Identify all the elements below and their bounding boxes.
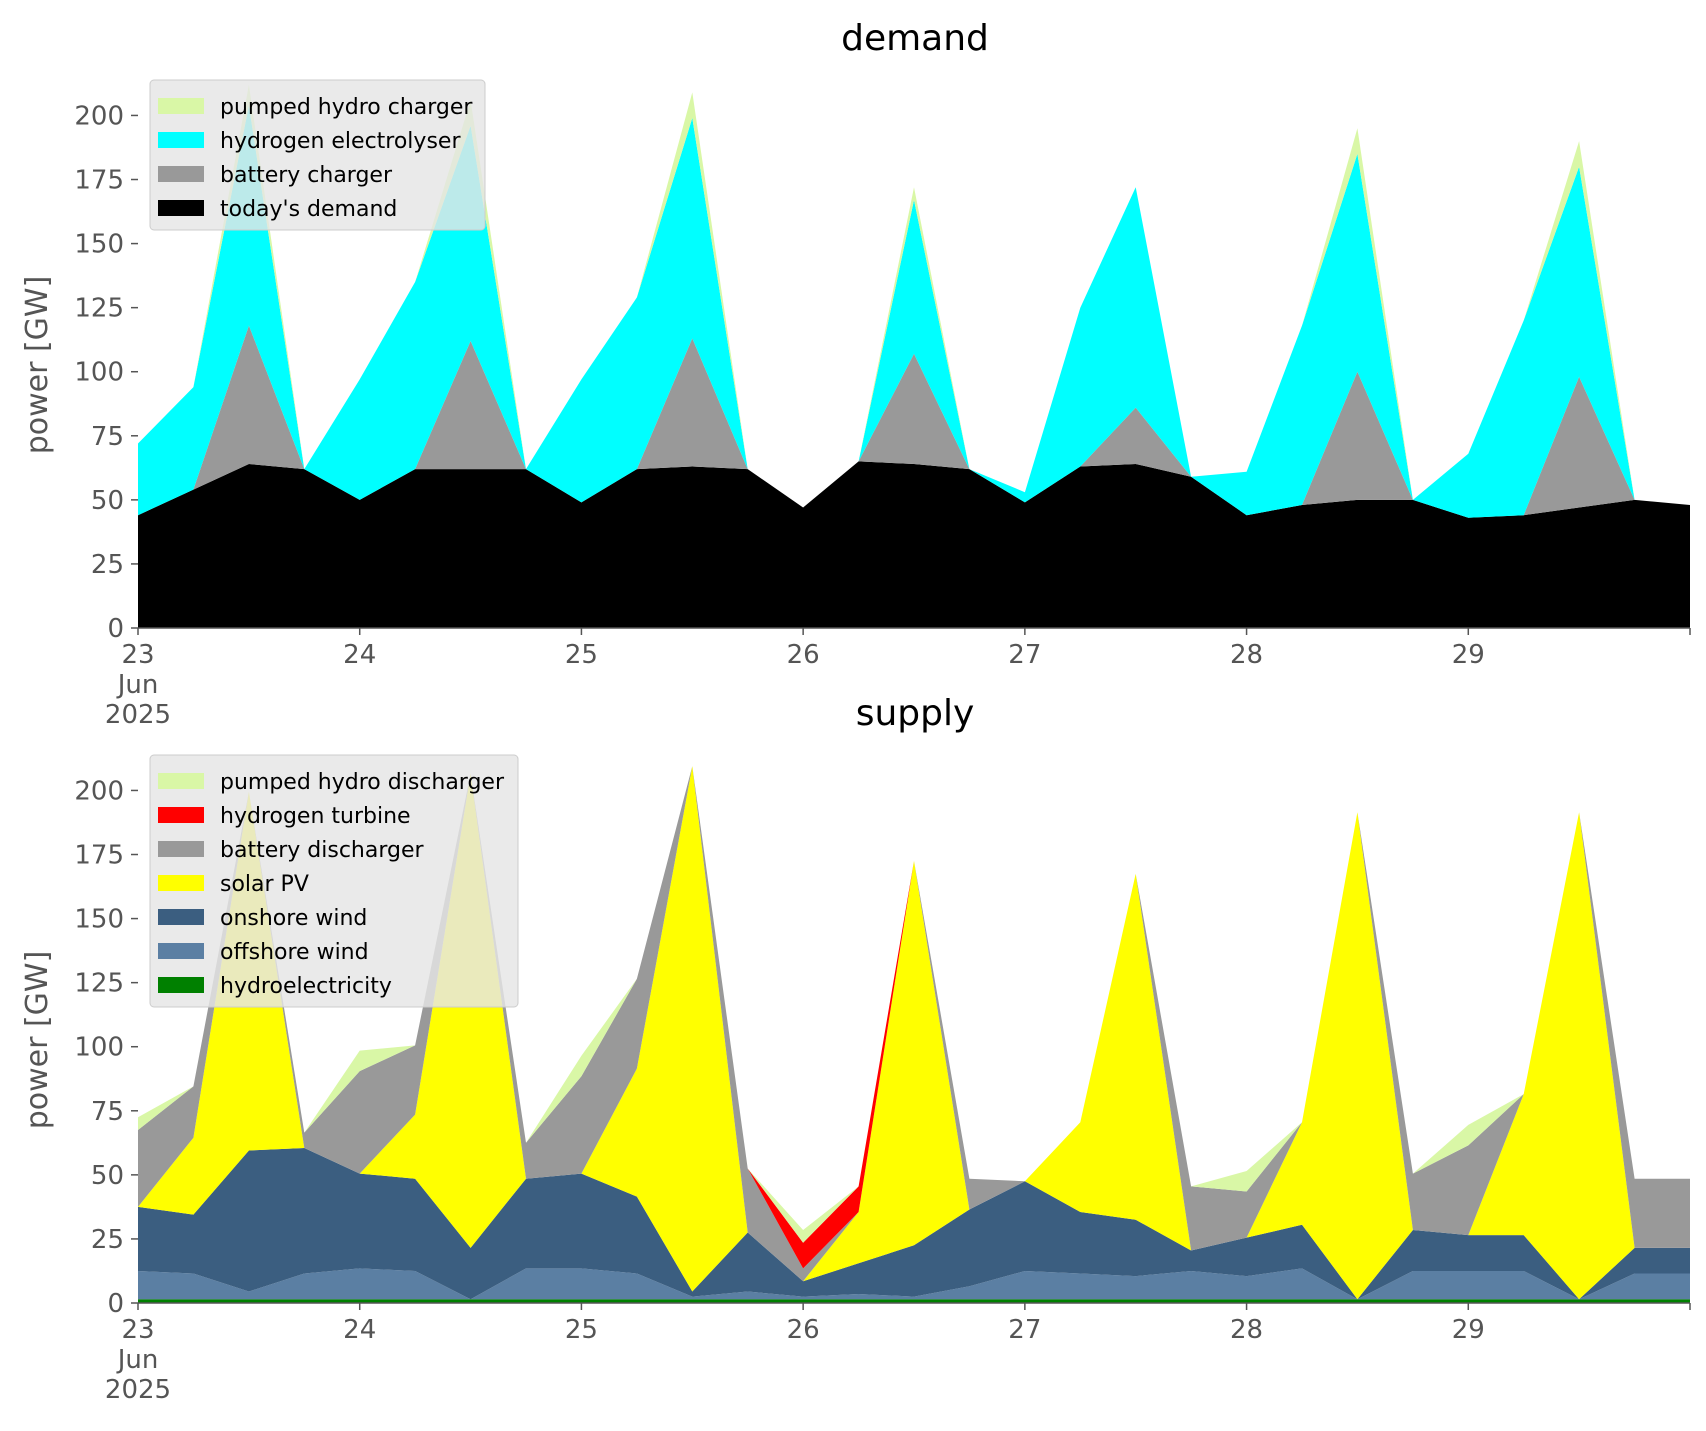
legend-label-hydrogen-turbine: hydrogen turbine [220,804,411,829]
y-tick-label: 150 [74,230,124,260]
x-tick-label: 24 [343,1315,376,1345]
legend-swatch-battery-charger [158,166,204,182]
x-tick-label-line: 28 [1230,1315,1263,1345]
legend-label-hydrogen-electrolyser: hydrogen electrolyser [220,129,461,154]
x-tick-label: 26 [787,1315,820,1345]
y-tick-label: 200 [74,776,124,806]
area-onshore-wind [138,1148,1690,1300]
y-tick-label: 50 [91,1161,124,1191]
x-tick-label-line: Jun [116,670,159,700]
chart-title: demand [841,18,989,59]
legend-swatch-hydrogen-turbine [158,807,204,823]
legend-swatch-battery-discharger [158,841,204,857]
y-tick-label: 50 [91,486,124,516]
legend-frame [149,754,519,1008]
y-tick-label: 0 [107,614,124,644]
legend-swatch-onshore-wind [158,909,204,925]
y-tick-label: 175 [74,841,124,871]
x-tick-label-line: 26 [787,1315,820,1345]
legend-label-pumped-hydro-discharger: pumped hydro discharger [220,770,505,795]
x-tick-label-line: Jun [116,1345,159,1375]
y-tick-label: 100 [74,1033,124,1063]
x-tick-label-line: 28 [1230,640,1263,670]
x-tick-label-line: 2025 [105,700,171,730]
y-axis: 0 25 50 75 100 125 150 175 200 [74,776,138,1319]
y-tick-label: 100 [74,358,124,388]
legend-label-onshore-wind: onshore wind [220,906,367,931]
x-tick-label-line: 2025 [105,1375,171,1405]
legend-label-hydroelectricity: hydroelectricity [220,974,392,999]
x-tick-label-line: 25 [565,1315,598,1345]
x-tick-label: 25 [565,640,598,670]
y-tick-label: 150 [74,905,124,935]
legend: pumped hydro discharger hydrogen turbine b… [149,754,519,1008]
y-tick-label: 25 [91,1225,124,1255]
x-tick-label: 23 Jun 2025 [105,1315,171,1405]
legend-label-pumped-hydro-charger: pumped hydro charger [220,95,473,120]
x-tick-label: 28 [1230,640,1263,670]
chart-title: supply [856,693,975,734]
x-tick-label: 27 [1008,1315,1041,1345]
legend-label-today-s-demand: today's demand [220,197,397,222]
legend: pumped hydro charger hydrogen electrolyse… [149,79,486,231]
y-axis-label: power [GW] [20,951,55,1130]
y-tick-label: 175 [74,166,124,196]
y-tick-label: 25 [91,550,124,580]
area-solar-pv [138,766,1690,1300]
y-tick-label: 125 [74,294,124,324]
legend-label-battery-charger: battery charger [220,163,393,188]
legend-swatch-hydrogen-electrolyser [158,132,204,148]
x-axis: 23 Jun 2025 24 25 26 27 28 29 [105,1302,1691,1405]
legend-swatch-pumped-hydro-charger [158,98,204,114]
x-tick-label-line: 24 [343,640,376,670]
x-tick-label-line: 27 [1008,640,1041,670]
x-tick-label: 27 [1008,640,1041,670]
y-axis: 0 25 50 75 100 125 150 175 200 [74,101,138,644]
x-tick-label: 29 [1452,1315,1485,1345]
x-tick-label-line: 29 [1452,1315,1485,1345]
x-tick-label-line: 23 [121,640,154,670]
x-tick-label: 23 Jun 2025 [105,640,171,730]
legend-label-offshore-wind: offshore wind [220,940,369,965]
y-tick-label: 75 [91,1097,124,1127]
x-axis: 23 Jun 2025 24 25 26 27 28 29 [105,627,1691,730]
area-battery-discharger [138,766,1690,1282]
legend-swatch-today-s-demand [158,200,204,216]
y-axis-label: power [GW] [20,276,55,455]
legend-swatch-hydroelectricity [158,977,204,993]
legend-frame [149,79,486,231]
legend-swatch-pumped-hydro-discharger [158,773,204,789]
x-tick-label: 29 [1452,640,1485,670]
x-tick-label-line: 26 [787,640,820,670]
legend-swatch-solar-pv [158,875,204,891]
area-hydrogen-electrolyser [138,105,1690,518]
x-tick-label: 28 [1230,1315,1263,1345]
area-offshore-wind [138,1268,1690,1300]
y-tick-label: 75 [91,422,124,452]
area-hydroelectricity [138,1299,1690,1303]
x-tick-label-line: 25 [565,640,598,670]
area-series-group [138,84,1690,628]
y-tick-label: 0 [107,1289,124,1319]
y-tick-label: 200 [74,101,124,131]
legend-label-solar-pv: solar PV [220,872,309,897]
x-tick-label-line: 24 [343,1315,376,1345]
legend-swatch-offshore-wind [158,943,204,959]
x-tick-label: 24 [343,640,376,670]
x-tick-label-line: 23 [121,1315,154,1345]
x-tick-label-line: 27 [1008,1315,1041,1345]
legend-label-battery-discharger: battery discharger [220,838,425,863]
x-tick-label: 26 [787,640,820,670]
x-tick-label-line: 29 [1452,640,1485,670]
area-today-s-demand [138,461,1690,628]
area-series-group [138,766,1690,1303]
area-battery-charger [138,325,1690,518]
y-tick-label: 125 [74,969,124,999]
x-tick-label: 25 [565,1315,598,1345]
